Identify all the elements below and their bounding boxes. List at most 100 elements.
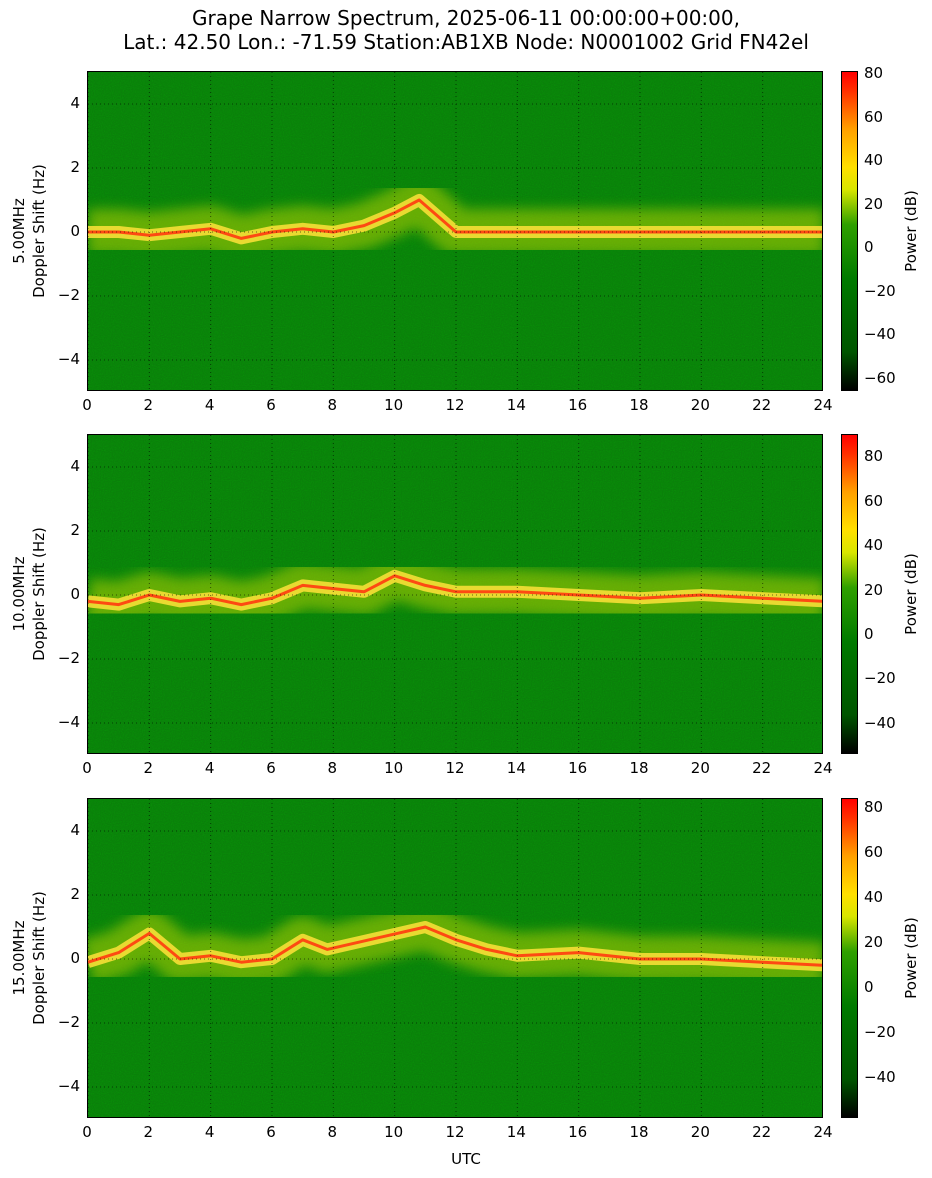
spectrogram-plot (87, 798, 823, 1118)
y-tick-label: 2 (70, 521, 80, 539)
colorbar-tick-label: 40 (864, 888, 884, 907)
y-axis-label-line-2: Doppler Shift (Hz) (30, 891, 48, 1025)
x-tick-label: 24 (813, 1123, 833, 1141)
y-tick-label: −4 (57, 350, 80, 368)
title-line-2: Lat.: 42.50 Lon.: -71.59 Station:AB1XB N… (123, 30, 809, 54)
colorbar-tick-label: −40 (864, 713, 896, 732)
x-tick-label: 18 (629, 396, 649, 414)
colorbar-label-text: Power (dB) (902, 917, 920, 999)
colorbar-label: Power (dB) (900, 71, 930, 391)
grid (88, 799, 822, 1117)
grid (88, 72, 822, 390)
signal-peak-trace (88, 198, 822, 240)
colorbar-tick-label: −20 (864, 281, 896, 300)
x-tick-label: 6 (266, 759, 276, 777)
colorbar-label-text: Power (dB) (902, 553, 920, 635)
spectrogram-svg (88, 72, 822, 390)
y-axis-label-line-2: Doppler Shift (Hz) (30, 527, 48, 661)
y-axis-label-line-1: 15.00MHz (10, 920, 28, 995)
y-tick-label: 0 (70, 949, 80, 967)
spectrogram-panel: 0 2 4 6 8 10 12 14 16 18 20 22 24 4 2 0 −2 −4 10.00MHz Dopp… (0, 434, 932, 776)
x-tick-label: 8 (327, 759, 338, 777)
colorbar-tick-label: 40 (864, 536, 884, 555)
y-axis-label: 15.00MHz Doppler Shift (Hz) (6, 798, 52, 1118)
x-tick-label: 0 (82, 759, 92, 777)
x-tick-label: 4 (204, 396, 215, 414)
colorbar-tick-label: 80 (864, 64, 884, 83)
x-tick-label: 20 (690, 1123, 710, 1141)
x-axis-label: UTC (451, 1150, 481, 1168)
x-tick-label: 2 (143, 396, 154, 414)
colorbar-tick-label: 20 (864, 194, 884, 213)
x-tick-label: 12 (445, 1123, 465, 1141)
y-axis-label: 5.00MHz Doppler Shift (Hz) (6, 71, 52, 391)
y-tick-label: 2 (70, 885, 80, 903)
colorbar-tick-label: 80 (864, 447, 884, 466)
spectrogram-panel: 0 2 4 6 8 10 12 14 16 18 20 22 24 4 2 0 −2 −4 15.00MHz Dopp… (0, 798, 932, 1140)
x-tick-label: 16 (568, 1123, 588, 1141)
colorbar-tick-label: −60 (864, 368, 896, 387)
x-tick-label: 2 (143, 759, 154, 777)
colorbar (841, 798, 858, 1118)
x-tick-label: 0 (82, 1123, 92, 1141)
colorbar-label-text: Power (dB) (902, 190, 920, 272)
colorbar-tick-label: 40 (864, 151, 884, 170)
colorbar-tick-label: 60 (864, 107, 884, 126)
colorbar-tick-label: 0 (864, 978, 874, 997)
x-tick-label: 10 (384, 759, 404, 777)
x-tick-label: 24 (813, 759, 833, 777)
y-axis-label-line-1: 10.00MHz (10, 556, 28, 631)
x-tick-label: 6 (266, 1123, 276, 1141)
y-axis-label-line-1: 5.00MHz (10, 198, 28, 264)
x-tick-label: 14 (506, 759, 526, 777)
colorbar-tick-label: −40 (864, 325, 896, 344)
y-tick-label: 4 (70, 457, 80, 475)
x-tick-label: 14 (506, 1123, 526, 1141)
colorbar-tick-label: −20 (864, 669, 896, 688)
figure-title: Grape Narrow Spectrum, 2025-06-11 00:00:… (0, 6, 932, 54)
y-tick-label: −4 (57, 1077, 80, 1095)
x-tick-label: 22 (752, 396, 772, 414)
y-axis-label: 10.00MHz Doppler Shift (Hz) (6, 434, 52, 754)
y-tick-label: −4 (57, 713, 80, 731)
y-tick-label: −2 (57, 649, 80, 667)
grid (88, 435, 822, 753)
x-tick-label: 22 (752, 1123, 772, 1141)
colorbar-tick-label: 0 (864, 625, 874, 643)
x-tick-label: 6 (266, 396, 276, 414)
x-tick-label: 14 (506, 396, 526, 414)
colorbar-tick-label: 80 (864, 798, 884, 816)
x-tick-label: 12 (445, 759, 465, 777)
y-tick-label: −2 (57, 1013, 80, 1031)
x-tick-label: 2 (143, 1123, 154, 1141)
y-tick-label: 4 (70, 821, 80, 839)
colorbar-tick-label: 0 (864, 238, 874, 257)
spectrogram-panel: 0 2 4 6 8 10 12 14 16 18 20 22 24 4 2 0 −2 −4 5.00MHz Doppl… (0, 65, 932, 413)
colorbar-tick-label: 60 (864, 843, 884, 862)
x-tick-label: 8 (327, 396, 338, 414)
x-tick-label: 24 (813, 396, 833, 414)
x-tick-label: 22 (752, 759, 772, 777)
colorbar-tick-label: 20 (864, 933, 884, 952)
x-tick-label: 20 (690, 396, 710, 414)
colorbar-tick-label: −20 (864, 1023, 896, 1042)
spectrogram-plot (87, 434, 823, 754)
y-tick-label: 0 (70, 222, 80, 240)
title-line-1: Grape Narrow Spectrum, 2025-06-11 00:00:… (192, 6, 740, 30)
x-tick-label: 18 (629, 1123, 649, 1141)
x-tick-label: 16 (568, 759, 588, 777)
colorbar (841, 434, 858, 754)
colorbar (841, 71, 858, 391)
spectrogram-svg (88, 799, 822, 1117)
x-tick-label: 10 (384, 1123, 404, 1141)
signal-peak-trace (88, 574, 822, 607)
colorbar-label: Power (dB) (900, 798, 930, 1118)
x-tick-label: 4 (204, 1123, 215, 1141)
y-tick-label: 4 (70, 94, 80, 112)
x-tick-label: 12 (445, 396, 465, 414)
y-tick-label: −2 (57, 286, 80, 304)
spectrogram-plot (87, 71, 823, 391)
y-tick-label: 0 (70, 585, 80, 603)
spectrogram-svg (88, 435, 822, 753)
x-tick-label: 4 (204, 759, 215, 777)
